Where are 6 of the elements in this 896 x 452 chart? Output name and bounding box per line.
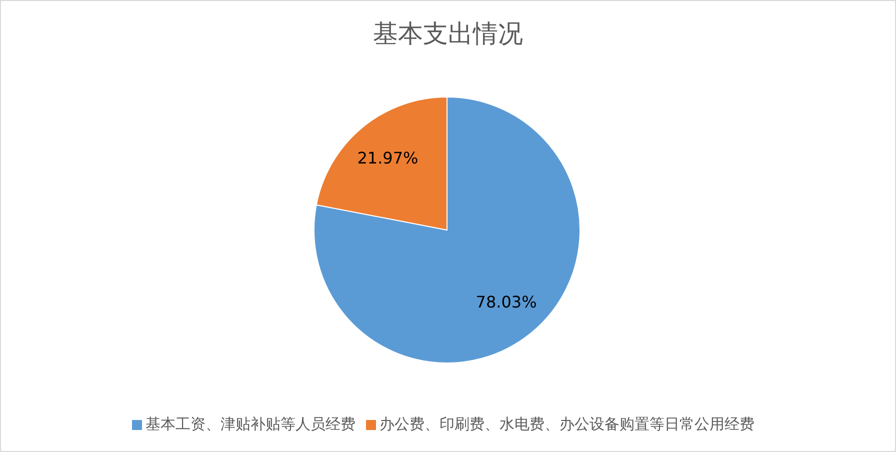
legend-label: 基本工资、津贴补贴等人员经费 — [146, 415, 356, 433]
data-label: 21.97% — [357, 148, 418, 168]
pie-slice — [314, 96, 580, 364]
data-label: 78.03% — [476, 292, 537, 312]
legend-label: 办公费、印刷费、水电费、办公设备购置等日常公用经费 — [380, 415, 754, 433]
chart-title: 基本支出情况 — [372, 18, 524, 50]
